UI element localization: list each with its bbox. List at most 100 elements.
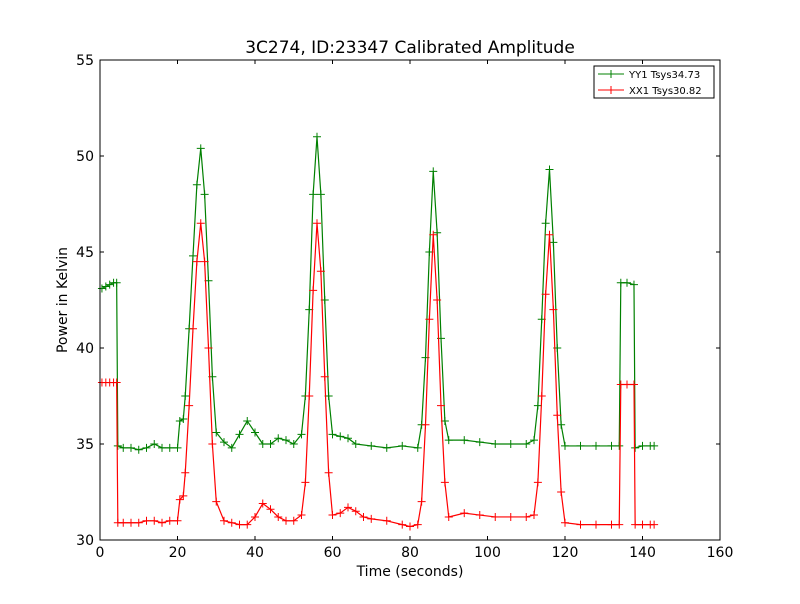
- x-tick-label: 80: [401, 545, 419, 561]
- data-point-xx1: [413, 520, 422, 529]
- data-point-yy1: [629, 280, 638, 289]
- data-point-xx1: [615, 520, 624, 529]
- data-point-yy1: [313, 132, 321, 141]
- data-point-yy1: [165, 443, 174, 452]
- data-point-xx1: [607, 520, 616, 529]
- y-tick-label: 55: [76, 53, 94, 69]
- data-point-xx1: [251, 512, 259, 521]
- data-point-yy1: [328, 430, 337, 439]
- data-point-xx1: [623, 380, 631, 389]
- data-point-yy1: [243, 416, 252, 425]
- data-point-xx1: [196, 219, 205, 228]
- data-point-xx1: [220, 516, 228, 525]
- data-point-xx1: [561, 518, 569, 527]
- data-point-xx1: [367, 514, 376, 523]
- data-point-yy1: [460, 436, 469, 445]
- data-point-xx1: [440, 478, 449, 487]
- data-point-xx1: [309, 286, 318, 295]
- data-point-yy1: [561, 441, 569, 450]
- data-point-xx1: [460, 509, 469, 518]
- data-point-yy1: [530, 436, 538, 445]
- data-point-yy1: [220, 438, 228, 447]
- data-point-xx1: [650, 520, 659, 529]
- data-point-xx1: [629, 380, 638, 389]
- data-point-xx1: [142, 516, 151, 525]
- data-point-xx1: [192, 257, 201, 266]
- data-point-xx1: [282, 516, 290, 525]
- data-point-xx1: [475, 511, 484, 520]
- data-point-xx1: [491, 512, 500, 521]
- data-point-xx1: [313, 219, 321, 228]
- x-tick-label: 100: [474, 545, 501, 561]
- data-point-xx1: [158, 518, 166, 527]
- data-point-yy1: [235, 430, 244, 439]
- y-tick-label: 50: [76, 149, 94, 165]
- data-point-yy1: [196, 144, 205, 153]
- data-point-xx1: [549, 305, 558, 314]
- data-point-yy1: [557, 420, 566, 429]
- data-point-xx1: [134, 518, 143, 527]
- data-point-yy1: [227, 443, 236, 452]
- data-point-xx1: [592, 520, 600, 529]
- data-point-yy1: [173, 443, 182, 452]
- data-point-yy1: [309, 190, 318, 199]
- data-point-xx1: [165, 516, 174, 525]
- data-point-xx1: [189, 324, 197, 333]
- data-point-xx1: [173, 516, 182, 525]
- data-point-yy1: [367, 441, 376, 450]
- data-point-yy1: [631, 443, 640, 452]
- data-point-yy1: [533, 401, 542, 410]
- x-tick-label: 140: [629, 545, 656, 561]
- data-point-xx1: [359, 512, 368, 521]
- data-point-yy1: [429, 167, 438, 176]
- data-point-xx1: [212, 497, 221, 506]
- data-point-yy1: [615, 441, 624, 450]
- data-point-xx1: [112, 378, 121, 387]
- data-point-yy1: [282, 436, 290, 445]
- data-point-xx1: [553, 411, 562, 420]
- data-point-xx1: [425, 315, 434, 324]
- data-point-xx1: [336, 509, 345, 518]
- data-point-xx1: [545, 230, 554, 239]
- data-point-xx1: [522, 512, 531, 521]
- x-tick-label: 40: [246, 545, 264, 561]
- data-point-yy1: [200, 190, 209, 199]
- data-point-yy1: [258, 440, 267, 448]
- data-point-xx1: [297, 511, 306, 520]
- data-point-xx1: [305, 392, 314, 400]
- data-point-yy1: [297, 430, 306, 439]
- data-point-yy1: [522, 440, 531, 448]
- data-point-xx1: [274, 512, 283, 521]
- data-point-xx1: [351, 507, 360, 516]
- data-point-yy1: [336, 432, 345, 441]
- data-point-xx1: [324, 468, 333, 477]
- data-point-yy1: [181, 392, 190, 400]
- data-point-xx1: [530, 511, 538, 520]
- x-tick-label: 20: [169, 545, 187, 561]
- data-point-yy1: [127, 443, 135, 452]
- data-point-xx1: [185, 401, 194, 410]
- data-point-yy1: [158, 443, 166, 452]
- data-point-yy1: [607, 441, 616, 450]
- x-tick-label: 120: [552, 545, 579, 561]
- data-point-yy1: [650, 441, 659, 450]
- data-point-yy1: [491, 440, 500, 448]
- data-point-xx1: [417, 497, 426, 506]
- legend: YY1 Tsys34.73 XX1 Tsys30.82: [593, 65, 715, 99]
- data-point-xx1: [175, 495, 184, 504]
- x-axis-label: Time (seconds): [356, 564, 464, 580]
- data-point-xx1: [533, 478, 542, 487]
- data-point-yy1: [119, 443, 128, 452]
- data-point-yy1: [289, 440, 298, 448]
- data-point-yy1: [192, 180, 201, 189]
- data-point-xx1: [631, 520, 640, 529]
- x-tick-label: 0: [96, 545, 105, 561]
- data-point-yy1: [179, 415, 188, 424]
- data-point-xx1: [127, 518, 135, 527]
- data-point-yy1: [541, 219, 550, 228]
- data-point-yy1: [101, 282, 110, 291]
- data-point-yy1: [506, 440, 515, 448]
- data-point-yy1: [351, 440, 360, 448]
- data-point-xx1: [444, 512, 453, 521]
